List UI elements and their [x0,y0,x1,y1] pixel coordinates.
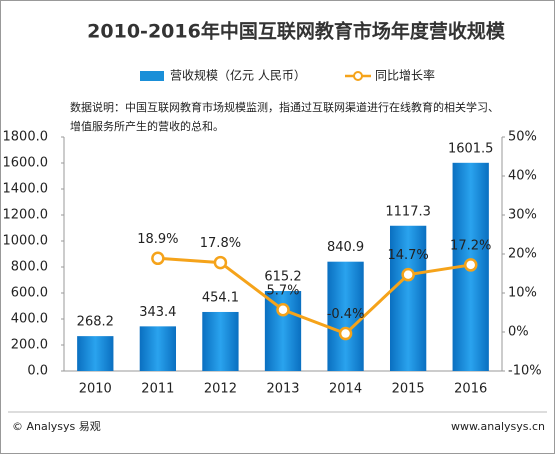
x-tick-label: 2015 [392,382,425,397]
y-tick-label: 1800.0 [3,130,49,145]
y-tick-label: 800.0 [11,260,48,275]
y2-tick-label: 20% [508,247,537,262]
legend-label: 同比增长率 [375,68,435,83]
bar [202,311,239,371]
bar [327,261,364,371]
line-point [401,267,415,282]
y-tick-label: 1200.0 [3,208,49,223]
y-tick-label: 0.0 [27,364,48,379]
legend-label: 营收规模（亿元 人民币） [170,68,306,83]
y2-tick-label: 10% [508,286,537,301]
x-tick-label: 2016 [454,382,487,397]
y-tick-label: 1000.0 [3,234,49,249]
line-value-label: -0.4% [327,307,365,322]
line-value-label: 18.9% [137,232,178,247]
bar-value-label: 343.4 [139,305,176,320]
bar [389,225,427,371]
line-point [213,255,228,270]
line-value-label: 14.7% [387,248,428,263]
footer-right: www.analysys.cn [451,420,545,433]
line-value-label: 17.2% [450,238,491,253]
y2-tick-label: 50% [508,130,537,145]
line [157,256,471,336]
x-tick-label: 2011 [141,382,174,397]
note: 增值服务所产生的营收的总和。 [70,119,224,133]
bar [139,326,177,371]
y2-tick-label: 30% [508,208,537,223]
footer-left: © Analysys 易观 [12,420,101,433]
line-point [463,258,478,272]
bar-value-label: 1601.5 [448,141,494,156]
line-value-label: 5.7% [266,283,299,298]
y-tick-label: 400.0 [11,312,48,327]
line-value-label: 17.8% [200,236,241,251]
bar-value-label: 454.1 [202,290,239,305]
x-tick-label: 2010 [79,382,112,397]
line-point [338,326,353,341]
y2-tick-label: 0% [508,325,529,340]
y-tick-label: 1600.0 [3,156,49,171]
line-point [276,303,290,317]
legend-swatch [140,71,164,81]
bar [77,336,114,371]
y2-tick-label: 40% [508,169,537,184]
line-point [151,251,165,266]
x-tick-label: 2014 [329,382,362,397]
x-tick-label: 2012 [204,382,237,397]
y-tick-label: 600.0 [11,286,48,301]
y2-tick-label: -10% [508,364,542,379]
bar-value-label: 1117.3 [385,204,431,219]
legend-swatch [353,71,363,81]
y-tick-label: 1400.0 [3,182,49,197]
x-tick-label: 2013 [266,382,299,397]
bar-value-label: 268.2 [77,315,114,330]
y-tick-label: 200.0 [11,338,48,353]
bar-value-label: 840.9 [327,240,364,255]
note: 数据说明：中国互联网教育市场规模监测，指通过互联网渠道进行在线教育的相关学习、 [70,100,499,114]
chart-title: 2010-2016年中国互联网教育市场年度营收规模 [87,20,506,43]
bar-value-label: 615.2 [264,270,301,285]
